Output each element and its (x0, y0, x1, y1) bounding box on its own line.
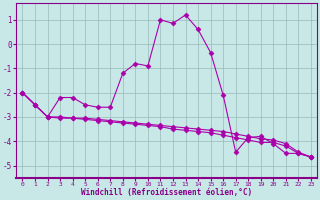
X-axis label: Windchill (Refroidissement éolien,°C): Windchill (Refroidissement éolien,°C) (81, 188, 252, 197)
